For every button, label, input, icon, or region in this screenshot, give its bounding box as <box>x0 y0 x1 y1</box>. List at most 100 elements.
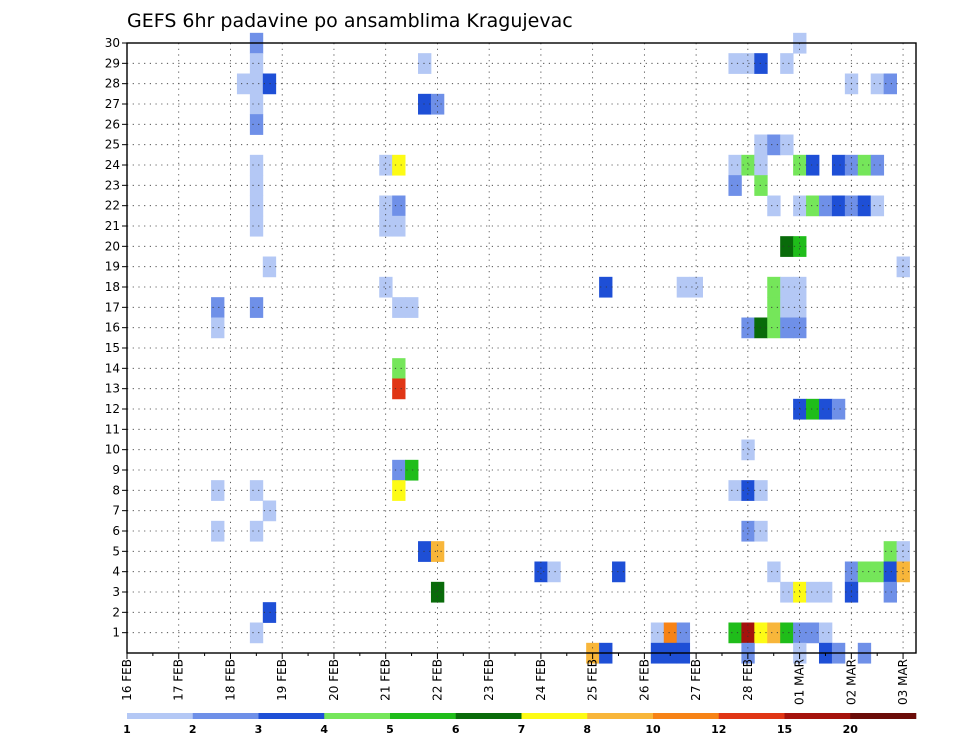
colorbar-segment <box>455 713 522 719</box>
heatmap-cell <box>418 541 432 562</box>
heatmap-cell <box>831 398 846 420</box>
heatmap-cell <box>418 93 432 115</box>
y-tick-label: 23 <box>105 178 120 192</box>
y-tick-label: 7 <box>112 504 120 518</box>
x-tick-label: 21 FEB <box>379 659 393 701</box>
y-tick-label: 25 <box>105 138 120 152</box>
x-axis: 16 FEB 17 FEB 18 FEB 19 FEB 20 FEB 21 FEB 22 F… <box>120 653 910 705</box>
heatmap-cell <box>249 93 264 115</box>
colorbar-label: 6 <box>452 723 460 736</box>
x-tick-label: 24 FEB <box>534 659 548 701</box>
heatmap-cell <box>754 480 768 501</box>
y-tick-label: 1 <box>112 626 120 640</box>
heatmap-cell <box>430 581 445 603</box>
heatmap-cell <box>249 175 264 196</box>
y-tick-label: 18 <box>105 280 120 294</box>
heatmap-cell <box>534 561 548 583</box>
y-tick-label: 30 <box>105 36 120 50</box>
heatmap-cell <box>418 53 432 74</box>
heatmap-cell <box>870 561 885 583</box>
colorbar-label: 3 <box>255 723 263 736</box>
heatmap-cell <box>599 276 613 298</box>
y-tick-label: 14 <box>105 361 120 375</box>
x-tick-label: 18 FEB <box>223 659 237 701</box>
x-tick-label: 22 FEB <box>430 659 444 701</box>
heatmap-cell <box>405 297 419 318</box>
heatmap-cell <box>547 561 561 583</box>
x-tick-label: 01 MAR <box>793 659 807 705</box>
y-tick-label: 6 <box>112 524 120 538</box>
x-tick-label: 16 FEB <box>120 659 134 701</box>
heatmap-cell <box>780 53 794 74</box>
colorbar: 1 2 3 4 5 6 7 8 10 12 15 20 <box>123 713 917 736</box>
heatmap-cell <box>780 622 794 644</box>
heatmap-cell <box>767 561 781 583</box>
heatmap-cell <box>741 520 755 542</box>
y-tick-label: 17 <box>105 300 120 314</box>
colorbar-segment <box>324 713 391 719</box>
chart-title: GEFS 6hr padavine po ansamblima Kragujev… <box>127 10 573 32</box>
heatmap-cell <box>262 602 277 623</box>
heatmap-cell <box>741 53 755 74</box>
heatmap-cell <box>767 276 781 298</box>
colorbar-label: 12 <box>711 723 726 736</box>
colorbar-label: 5 <box>386 723 394 736</box>
heatmap-cell <box>379 154 393 176</box>
heatmap-cell <box>780 276 794 298</box>
heatmap-cell <box>883 561 897 583</box>
heatmap-cell <box>262 500 277 522</box>
heatmap-cell <box>728 154 742 176</box>
heatmap-cell <box>767 297 781 318</box>
heatmap-cell <box>754 134 768 156</box>
heatmap-cell <box>767 622 781 644</box>
heatmap-cell <box>262 73 277 95</box>
colorbar-segment <box>127 713 194 719</box>
colorbar-label: 15 <box>777 723 792 736</box>
heatmap-cell <box>728 622 742 644</box>
dotted-grid <box>127 42 916 653</box>
colorbar-label: 4 <box>320 723 328 736</box>
heatmap-cell <box>379 276 393 298</box>
x-tick-label: 23 FEB <box>482 659 496 701</box>
heatmap-cell <box>831 195 846 217</box>
colorbar-segment <box>850 713 917 719</box>
heatmap-cell <box>392 154 406 176</box>
colorbar-segment <box>521 713 588 719</box>
y-tick-label: 22 <box>105 199 120 213</box>
x-tick-label: 25 FEB <box>586 659 600 701</box>
y-tick-label: 20 <box>105 239 120 253</box>
heatmap-cell <box>249 114 264 135</box>
colorbar-label: 20 <box>843 723 859 736</box>
heatmap-cell <box>870 195 885 217</box>
x-tick-label: 28 FEB <box>741 659 755 701</box>
colorbar-segment <box>587 713 654 719</box>
y-tick-label: 11 <box>105 422 120 436</box>
heatmap-cell <box>780 297 794 318</box>
heatmap-cell <box>806 154 820 176</box>
y-axis: 1234567891011121314151617181920212223242… <box>105 36 127 640</box>
heatmap-cell <box>392 297 406 318</box>
heatmap-cell <box>870 73 885 95</box>
heatmap-cell <box>728 480 742 501</box>
heatmap-cell <box>236 73 251 95</box>
x-tick-label: 02 MAR <box>844 659 858 705</box>
colorbar-label: 2 <box>189 723 197 736</box>
heatmap-cell <box>249 53 264 74</box>
y-tick-label: 5 <box>112 544 120 558</box>
heatmap-cell <box>741 154 755 176</box>
heatmap-cell <box>728 175 742 196</box>
heatmap-cell <box>249 73 264 95</box>
heatmap-cell <box>780 581 794 603</box>
heatmap-cell <box>754 317 768 339</box>
heatmap-cell <box>211 480 225 501</box>
y-tick-label: 26 <box>105 117 120 131</box>
colorbar-label: 1 <box>123 723 131 736</box>
heatmap-cell <box>806 581 820 603</box>
y-tick-label: 4 <box>112 565 120 579</box>
colorbar-segment <box>718 713 785 719</box>
heatmap-cell <box>806 622 820 644</box>
y-tick-label: 21 <box>105 219 120 233</box>
heatmap-cell <box>767 317 781 339</box>
heatmap-cell <box>211 520 225 542</box>
